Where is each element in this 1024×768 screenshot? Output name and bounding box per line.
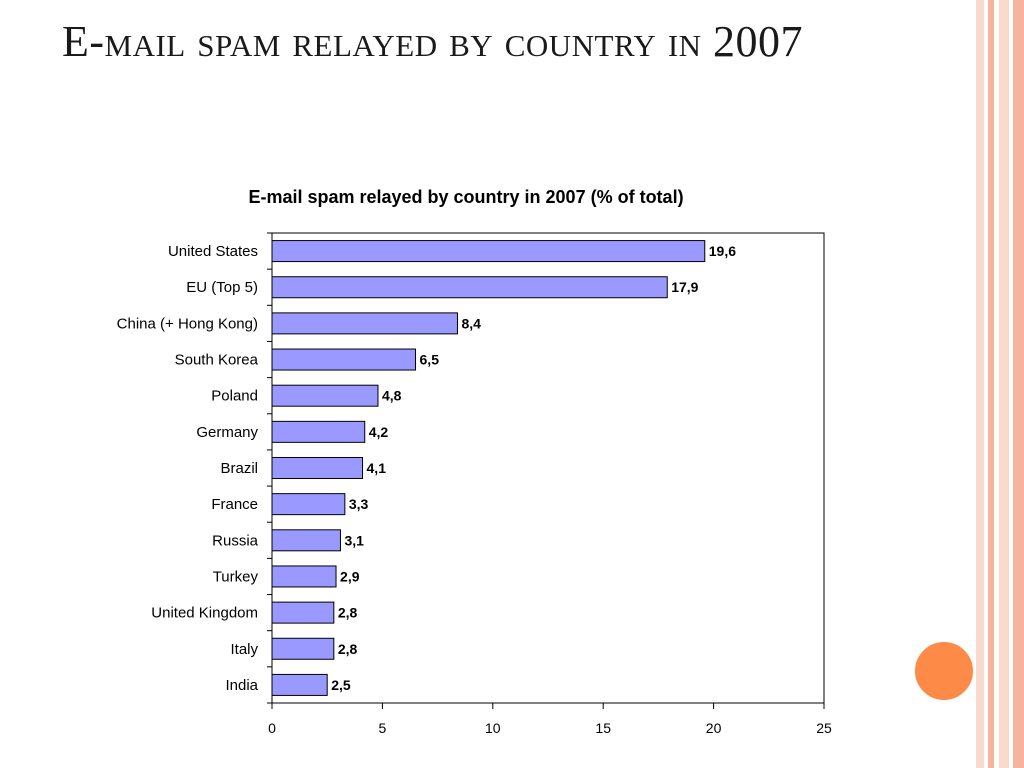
- stripe-2: [984, 0, 988, 768]
- category-label: Poland: [211, 388, 258, 405]
- category-label: Russia: [212, 532, 259, 549]
- bar: [271, 637, 335, 660]
- bar: [271, 673, 328, 696]
- value-label: 2,8: [338, 641, 358, 657]
- stripe-7: [1013, 0, 1024, 768]
- value-label: 19,6: [709, 243, 736, 259]
- bar: [271, 457, 364, 479]
- stripe-3: [988, 0, 994, 768]
- category-label: France: [211, 496, 258, 513]
- category-label: India: [225, 677, 258, 694]
- value-label: 4,8: [382, 388, 402, 404]
- bar: [271, 276, 668, 299]
- stripe-1: [976, 0, 984, 768]
- category-label: EU (Top 5): [186, 279, 258, 296]
- bar: [271, 384, 379, 407]
- x-tick-label: 5: [379, 720, 387, 736]
- category-label: Germany: [196, 424, 258, 441]
- x-tick-label: 0: [268, 720, 276, 736]
- category-label: United Kingdom: [151, 605, 258, 622]
- value-label: 3,1: [344, 532, 364, 548]
- x-tick-label: 10: [485, 720, 501, 736]
- x-tick-label: 25: [816, 720, 832, 736]
- x-tick-label: 15: [595, 720, 611, 736]
- bar: [271, 240, 706, 263]
- bar: [271, 312, 458, 335]
- value-label: 4,1: [367, 460, 387, 476]
- bar: [271, 529, 341, 552]
- x-tick-label: 20: [706, 720, 722, 736]
- value-label: 2,8: [338, 605, 358, 621]
- value-labels: 19,6 17,9 8,4 6,5 4,8 4,2 4,1 3,3 3,1 2,9 2,8 2,8 2,…: [331, 243, 736, 693]
- x-axis-ticks: 0 5 10 15 20 25: [268, 703, 832, 736]
- category-label: Turkey: [213, 568, 259, 585]
- stripe-5: [999, 0, 1009, 768]
- category-label: South Korea: [175, 352, 259, 369]
- slide-title: E-mail spam relayed by country in 2007: [62, 17, 804, 66]
- value-label: 6,5: [420, 352, 440, 368]
- value-label: 2,5: [331, 677, 351, 693]
- accent-circle: [913, 640, 975, 702]
- category-label: Italy: [230, 641, 258, 658]
- value-label: 2,9: [340, 568, 360, 584]
- value-label: 17,9: [671, 279, 698, 295]
- category-label: United States: [168, 243, 258, 260]
- bar: [271, 493, 346, 516]
- value-label: 4,2: [369, 424, 389, 440]
- bar: [271, 565, 337, 588]
- stripe-4: [994, 0, 999, 768]
- decorative-stripes: [976, 0, 1024, 768]
- value-label: 3,3: [349, 496, 369, 512]
- category-label: China (+ Hong Kong): [117, 315, 258, 332]
- chart-bars: [271, 240, 706, 696]
- bar: [271, 420, 366, 443]
- value-label: 8,4: [461, 315, 481, 331]
- bar: [271, 348, 417, 371]
- category-labels: United States EU (Top 5) China (+ Hong Kon…: [117, 243, 259, 694]
- category-label: Brazil: [220, 460, 258, 477]
- stripe-6: [1009, 0, 1013, 768]
- bar: [271, 601, 335, 624]
- chart-title: E-mail spam relayed by country in 2007 (…: [248, 187, 683, 207]
